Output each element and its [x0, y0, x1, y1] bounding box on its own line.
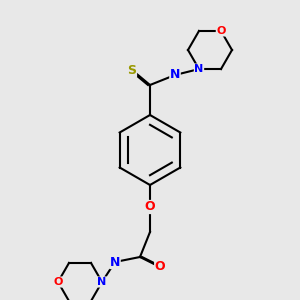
Text: O: O: [216, 26, 226, 36]
Text: O: O: [155, 260, 165, 274]
Text: N: N: [194, 64, 204, 74]
Text: O: O: [53, 277, 63, 287]
Text: N: N: [110, 256, 120, 268]
Text: S: S: [128, 64, 136, 76]
Text: O: O: [145, 200, 155, 214]
Text: N: N: [98, 277, 106, 287]
Text: N: N: [170, 68, 180, 82]
